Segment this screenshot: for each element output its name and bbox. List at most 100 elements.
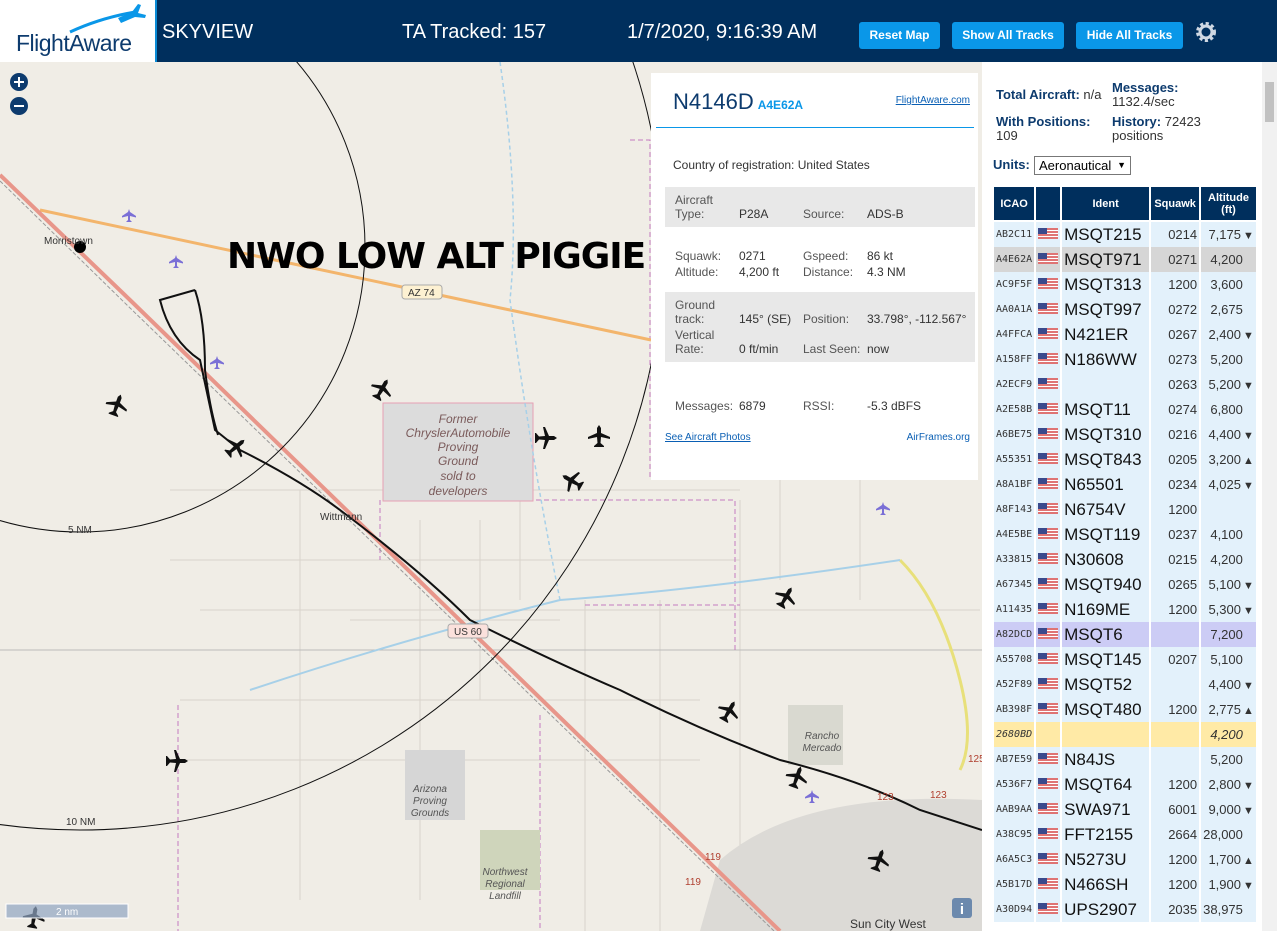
flag (1036, 822, 1061, 847)
place-label: developers (429, 484, 488, 498)
ident: N84JS (1062, 747, 1150, 772)
column-header: Ident (1062, 187, 1150, 222)
aircraft-row[interactable]: A8A1BF N65501 0234 4,025 ▼ (994, 472, 1256, 497)
altitude: 3,200 ▲ (1201, 447, 1256, 472)
altitude-value: 5,300 (1208, 602, 1241, 617)
column-header: Squawk (1151, 187, 1200, 222)
aircraft-row[interactable]: A11435 N169ME 1200 5,300 ▼ (994, 597, 1256, 622)
altitude-value: 9,000 (1208, 802, 1241, 817)
aircraft-row[interactable]: A158FF N186WW 0273 5,200 (994, 347, 1256, 372)
scale-label: 2 nm (56, 907, 78, 918)
altitude: 5,200 (1201, 747, 1256, 772)
aircraft-row[interactable]: A536F7 MSQT64 1200 2,800 ▼ (994, 772, 1256, 797)
aircraft-row[interactable]: A82DCD MSQT6 7,200 (994, 622, 1256, 647)
stat-value: 109 (996, 128, 1018, 143)
units-select[interactable]: Aeronautical ▼ (1034, 156, 1131, 175)
aircraft-row[interactable]: A6A5C3 N5273U 1200 1,700 ▲ (994, 847, 1256, 872)
squawk (1151, 722, 1200, 747)
detail-section: Ground track: 145° (SE) Position: 33.798°, … (665, 292, 975, 362)
flightaware-link[interactable]: FlightAware.com (895, 95, 970, 106)
squawk (1151, 747, 1200, 772)
ident: N466SH (1062, 872, 1150, 897)
aircraft-row[interactable]: A38C95 FFT2155 2664 28,000 (994, 822, 1256, 847)
settings-gear[interactable] (1193, 19, 1219, 45)
show-tracks-button[interactable]: Show All Tracks (952, 22, 1064, 49)
aircraft-row[interactable]: AB7E59 N84JS 5,200 (994, 747, 1256, 772)
icao: AB398F (994, 697, 1035, 722)
aircraft-row[interactable]: A2ECF9 0263 5,200 ▼ (994, 372, 1256, 397)
squawk (1151, 622, 1200, 647)
icao: A33815 (994, 547, 1035, 572)
detail-label: Gspeed: (803, 249, 849, 263)
altitude-value: 5,200 (1210, 352, 1243, 367)
stat-value: n/a (1083, 87, 1102, 102)
info-button[interactable] (952, 898, 972, 918)
logo[interactable]: FlightAware (0, 0, 157, 62)
reset-map-button[interactable]: Reset Map (859, 22, 940, 49)
flag-header (1036, 187, 1061, 222)
altitude: 5,100 ▼ (1201, 572, 1256, 597)
squawk: 0271 (1151, 247, 1200, 272)
altitude-trend: ▼ (1243, 680, 1254, 692)
aircraft-row[interactable]: AB2C11 MSQT215 0214 7,175 ▼ (994, 222, 1256, 247)
squawk: 0272 (1151, 297, 1200, 322)
us-flag (1038, 903, 1059, 914)
units-value: Aeronautical (1039, 158, 1112, 173)
altitude: 7,175 ▼ (1201, 222, 1256, 247)
aircraft-row[interactable]: A55708 MSQT145 0207 5,100 (994, 647, 1256, 672)
altitude-value: 5,200 (1210, 752, 1243, 767)
us-flag (1038, 703, 1059, 714)
aircraft-row[interactable]: A30D94 UPS2907 2035 38,975 (994, 897, 1256, 922)
altitude: 4,100 (1201, 522, 1256, 547)
flag (1036, 847, 1061, 872)
altitude (1201, 497, 1256, 522)
aircraft-row[interactable]: 2680BD 4,200 (994, 722, 1256, 747)
zoom-in[interactable] (10, 73, 28, 91)
zoom-out[interactable] (10, 97, 28, 115)
place-label: Mercado (803, 743, 842, 754)
airframes-link[interactable]: AirFrames.org (906, 432, 970, 443)
aircraft-row[interactable]: A4E5BE MSQT119 0237 4,100 (994, 522, 1256, 547)
aircraft-row[interactable]: A5B17D N466SH 1200 1,900 ▼ (994, 872, 1256, 897)
aircraft-row[interactable]: A8F143 N6754V 1200 (994, 497, 1256, 522)
aircraft-row[interactable]: AB398F MSQT480 1200 2,775 ▲ (994, 697, 1256, 722)
detail-value: 4,200 ft (739, 265, 780, 279)
aircraft-row[interactable]: AC9F5F MSQT313 1200 3,600 (994, 272, 1256, 297)
us-flag (1038, 428, 1059, 439)
altitude-value: 6,800 (1210, 402, 1243, 417)
photos-link[interactable]: See Aircraft Photos (665, 432, 751, 443)
flag (1036, 672, 1061, 697)
scrollbar[interactable] (1262, 62, 1277, 931)
ident: MSQT52 (1062, 672, 1150, 697)
ident: N186WW (1062, 347, 1150, 372)
country: Country of registration: United States (673, 158, 870, 172)
place-label: ChryslerAutomobile (406, 426, 511, 440)
altitude-value: 1,900 (1208, 877, 1241, 892)
datetime: 1/7/2020, 9:16:39 AM (627, 21, 818, 43)
scroll-thumb[interactable] (1265, 82, 1274, 122)
us-flag (1038, 503, 1059, 514)
squawk: 0234 (1151, 472, 1200, 497)
place-label: Grounds (411, 808, 449, 819)
altitude-value: 2,800 (1208, 777, 1241, 792)
detail-value: P28A (739, 207, 769, 221)
aircraft-row[interactable]: A2E58B MSQT11 0274 6,800 (994, 397, 1256, 422)
yellow-road (898, 558, 969, 771)
aircraft-row[interactable]: A4E62A MSQT971 0271 4,200 (994, 247, 1256, 272)
aircraft-row[interactable]: AAB9AA SWA971 6001 9,000 ▼ (994, 797, 1256, 822)
hide-tracks-button[interactable]: Hide All Tracks (1076, 22, 1183, 49)
aircraft-row[interactable]: A52F89 MSQT52 4,400 ▼ (994, 672, 1256, 697)
aircraft-row[interactable]: A33815 N30608 0215 4,200 (994, 547, 1256, 572)
altitude-value: 4,100 (1210, 527, 1243, 542)
canal (249, 559, 901, 691)
aircraft-row[interactable]: A6BE75 MSQT310 0216 4,400 ▼ (994, 422, 1256, 447)
aircraft-row[interactable]: A67345 MSQT940 0265 5,100 ▼ (994, 572, 1256, 597)
flag (1036, 622, 1061, 647)
aircraft-row[interactable]: AA0A1A MSQT997 0272 2,675 (994, 297, 1256, 322)
aircraft-row[interactable]: A4FFCA N421ER 0267 2,400 ▼ (994, 322, 1256, 347)
aircraft-row[interactable]: A55351 MSQT843 0205 3,200 ▲ (994, 447, 1256, 472)
stat-label: Messages: (1112, 80, 1179, 95)
place-label: Landfill (489, 891, 521, 902)
flag (1036, 397, 1061, 422)
squawk: 6001 (1151, 797, 1200, 822)
